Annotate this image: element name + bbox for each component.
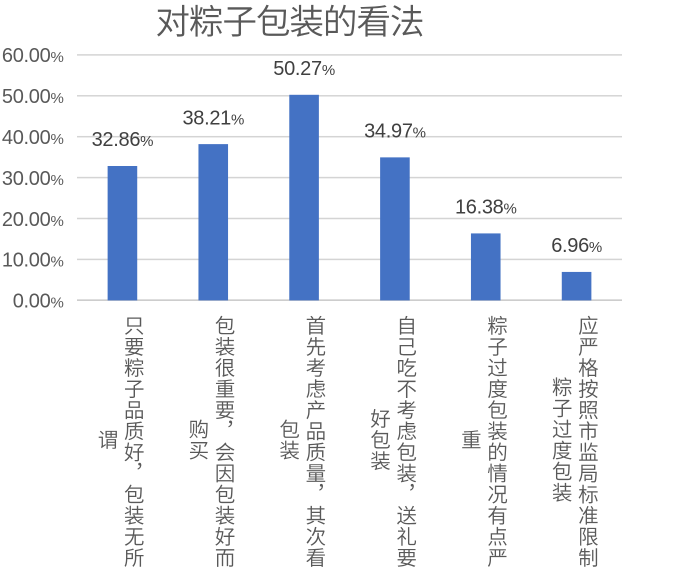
svg-text:6.96%: 6.96% (551, 235, 602, 257)
svg-text:34.97%: 34.97% (364, 121, 426, 143)
svg-text:30.00%: 30.00% (2, 168, 64, 190)
svg-text:38.21%: 38.21% (182, 107, 244, 129)
svg-text:20.00%: 20.00% (2, 209, 64, 231)
svg-text:10.00%: 10.00% (2, 250, 64, 272)
svg-text:16.38%: 16.38% (455, 197, 517, 219)
svg-text:50.00%: 50.00% (2, 86, 64, 108)
svg-text:60.00%: 60.00% (2, 45, 64, 67)
svg-text:32.86%: 32.86% (92, 129, 154, 151)
svg-text:0.00%: 0.00% (13, 291, 64, 313)
svg-text:50.27%: 50.27% (273, 58, 335, 80)
svg-text:40.00%: 40.00% (2, 127, 64, 149)
